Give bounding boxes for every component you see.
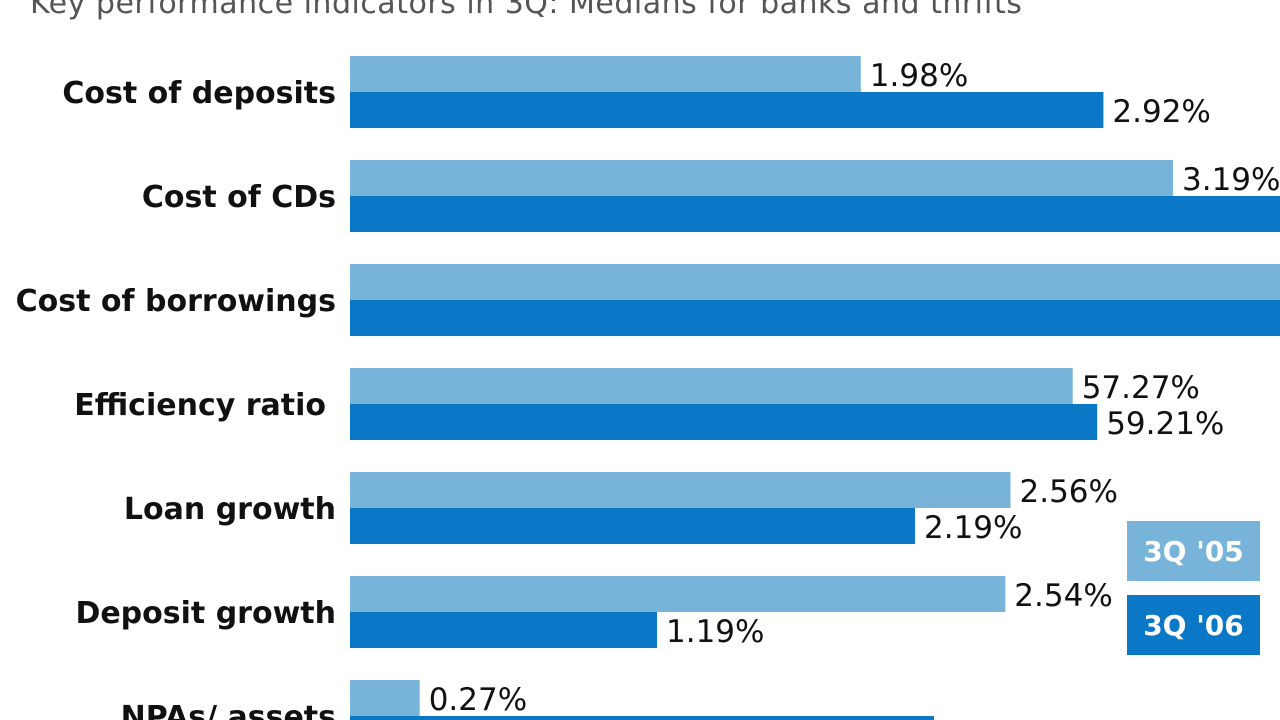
legend-item-3q05: 3Q '05 [1127, 521, 1260, 581]
category-label: Cost of CDs [142, 180, 336, 215]
category-label: Deposit growth [75, 596, 336, 631]
category-label: Cost of deposits [62, 76, 336, 111]
bar-3q06 [350, 612, 657, 648]
bar-3q05 [350, 368, 1073, 404]
bar-3q06 [350, 300, 1280, 336]
value-label: 0.27% [429, 682, 527, 718]
value-label: 2.92% [1112, 94, 1210, 130]
category-label: Cost of borrowings [16, 284, 336, 319]
value-label: 2.19% [924, 510, 1022, 546]
bar-3q05 [350, 264, 1280, 300]
bar-3q06 [350, 92, 1104, 128]
value-label: 57.27% [1082, 370, 1200, 406]
category-label: NPAs/ assets [121, 700, 336, 720]
value-label: 2.54% [1014, 578, 1112, 614]
value-label: 1.98% [870, 58, 968, 94]
bar-3q05 [350, 680, 420, 716]
bar-3q05 [350, 576, 1006, 612]
value-label: 3.19% [1182, 162, 1280, 198]
category-label: Loan growth [124, 492, 336, 527]
value-label: 2.56% [1020, 474, 1118, 510]
value-label: 59.21% [1106, 406, 1224, 442]
bar-3q06 [350, 508, 915, 544]
category-label: Efficiency ratio [74, 388, 326, 423]
bar-3q05 [350, 56, 861, 92]
chart-subtitle: Key performance indicators in 3Q: Median… [30, 0, 1023, 21]
bar-3q06 [350, 716, 934, 720]
legend-item-3q06: 3Q '06 [1127, 595, 1260, 655]
value-label: 1.19% [666, 614, 764, 650]
bar-3q06 [350, 196, 1280, 232]
bar-3q06 [350, 404, 1098, 440]
bar-3q05 [350, 160, 1173, 196]
bar-3q05 [350, 472, 1011, 508]
